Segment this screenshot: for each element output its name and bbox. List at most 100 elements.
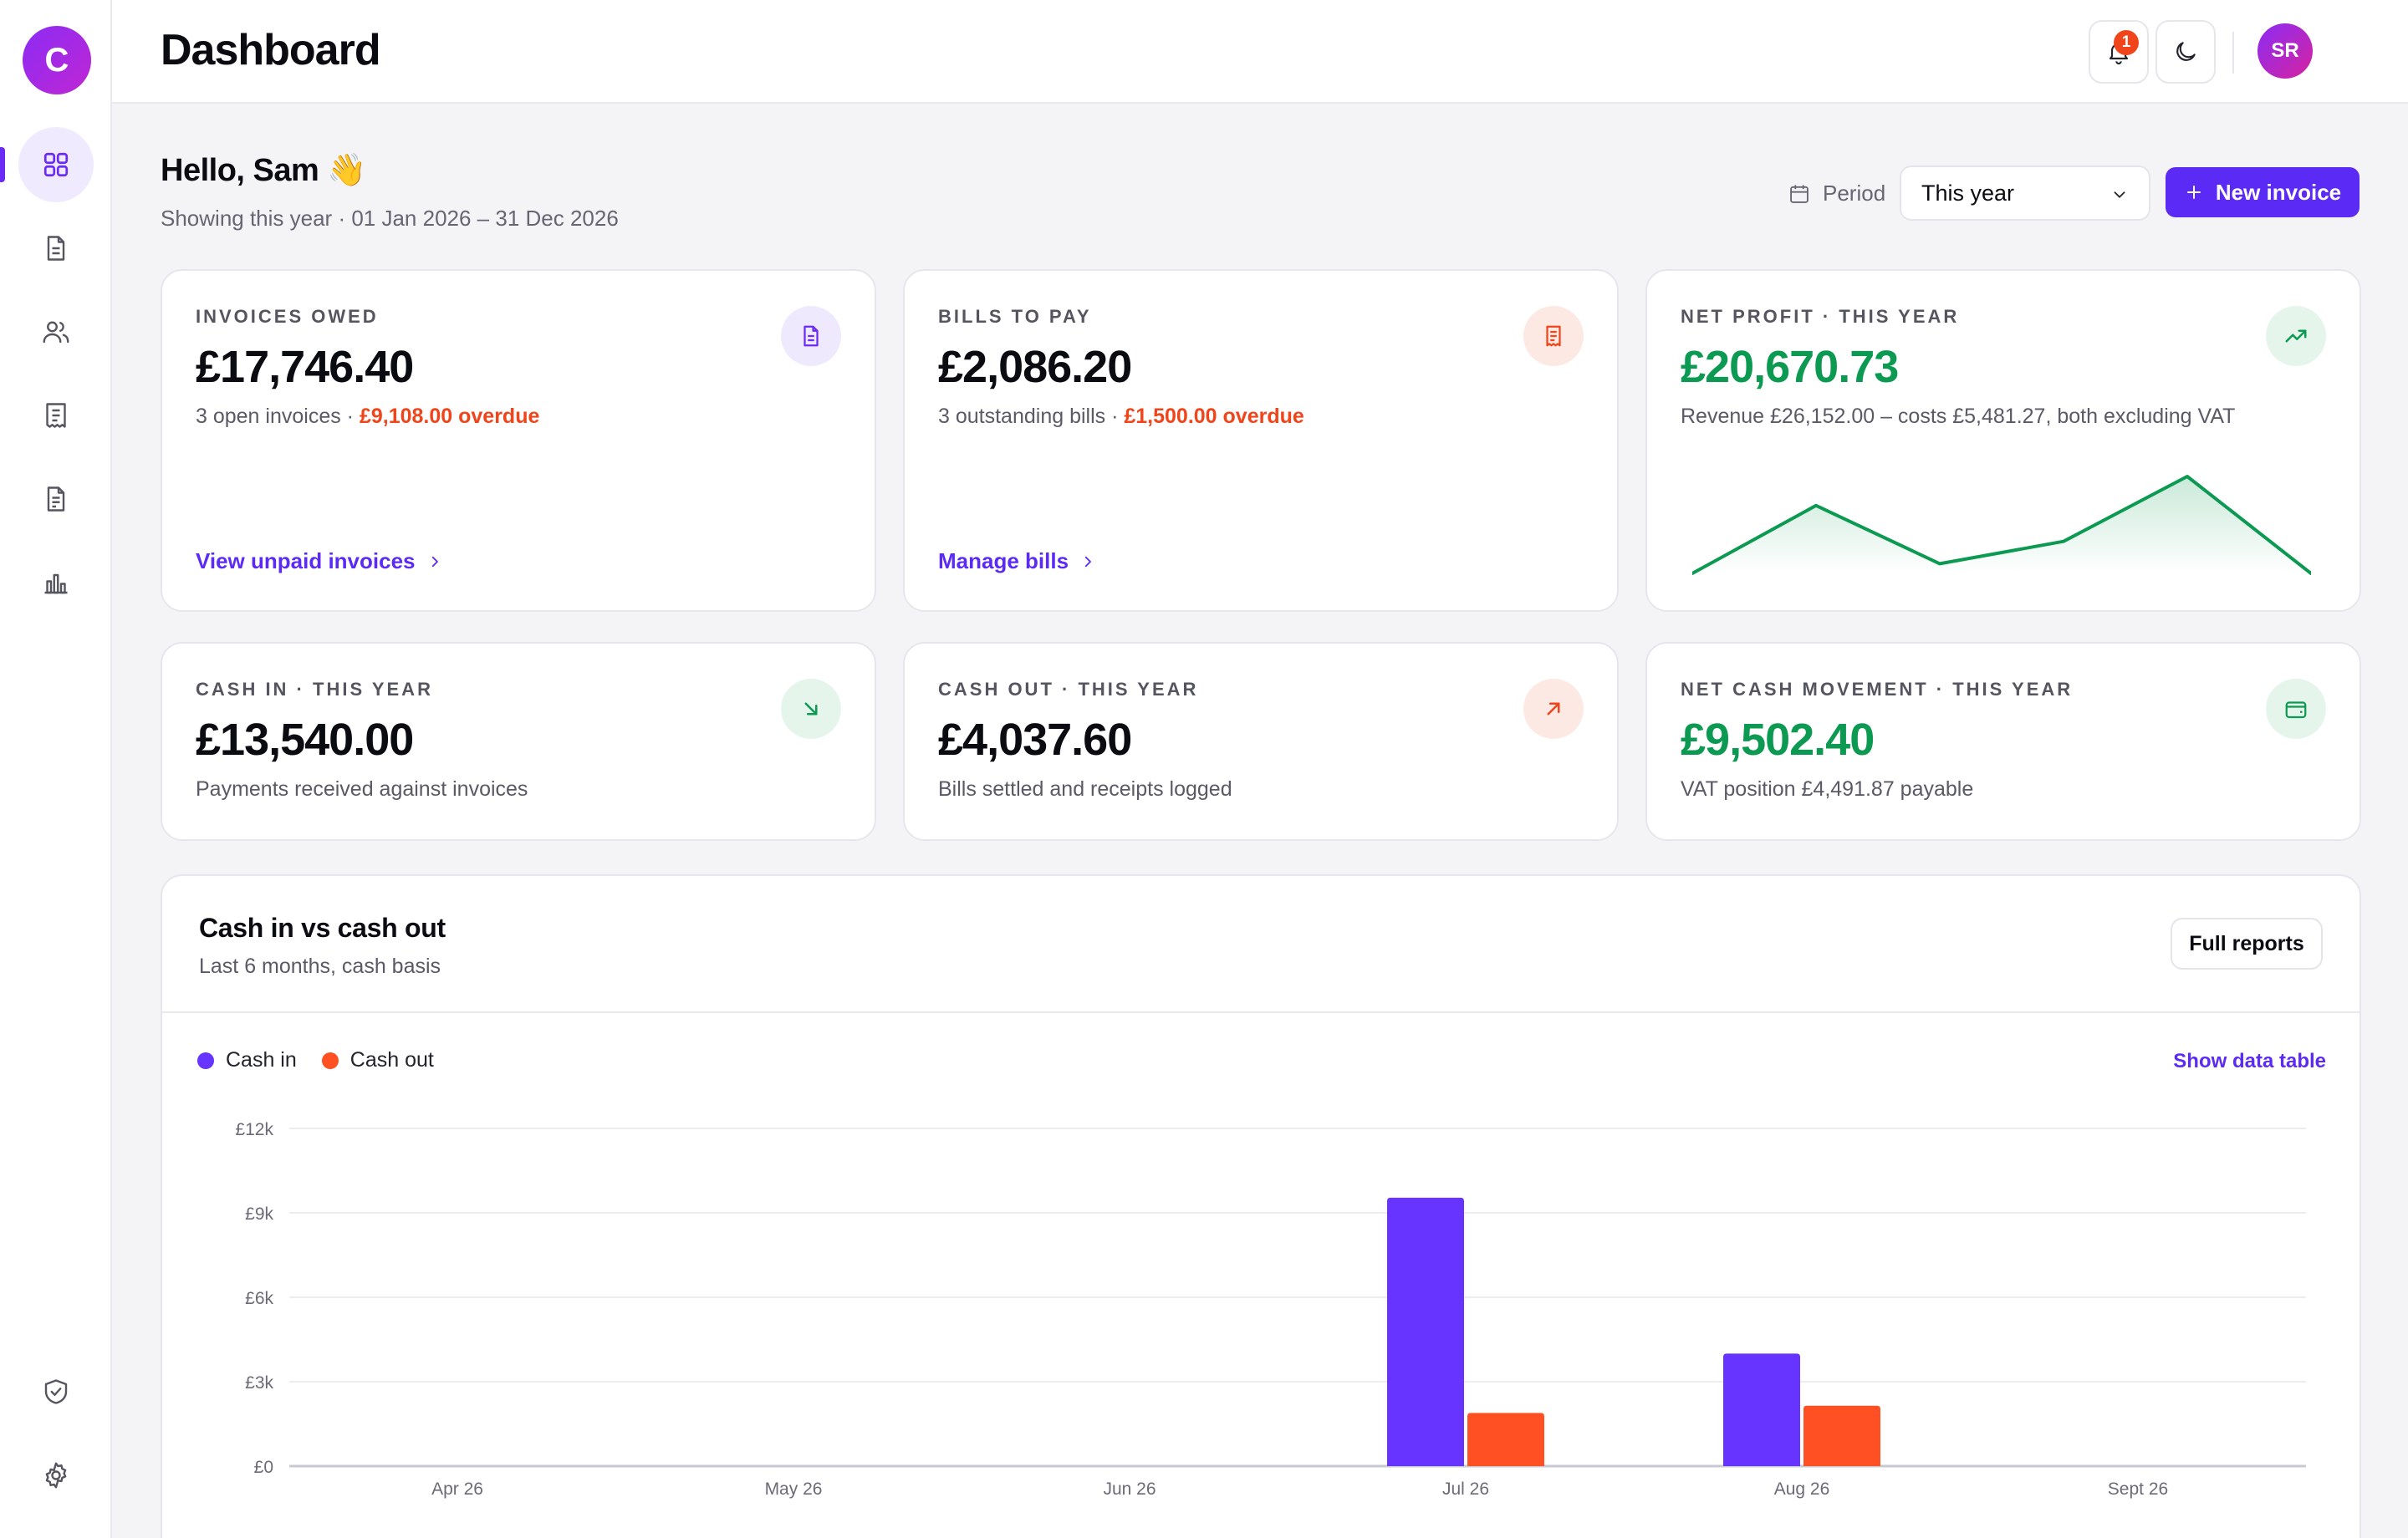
card-value: £13,540.00 bbox=[196, 715, 414, 765]
card-subtext: 3 outstanding bills · £1,500.00 overdue bbox=[938, 405, 1304, 429]
view-unpaid-invoices-link[interactable]: View unpaid invoices bbox=[196, 548, 442, 574]
chevron-right-icon bbox=[431, 556, 438, 567]
legend-label-cash-in: Cash in bbox=[226, 1048, 297, 1072]
bar-chart-icon bbox=[44, 573, 68, 594]
x-tick-label: Jul 26 bbox=[1442, 1479, 1489, 1499]
document-icon bbox=[47, 236, 65, 261]
sidebar-item-bills[interactable] bbox=[18, 378, 94, 453]
overdue-amount: £1,500.00 overdue bbox=[1124, 405, 1304, 428]
card-subtext: Bills settled and receipts logged bbox=[938, 777, 1232, 801]
trending-up-icon bbox=[2285, 329, 2307, 343]
card-subtext: Payments received against invoices bbox=[196, 777, 528, 801]
card-icon-wrap bbox=[781, 679, 841, 739]
card-value: £4,037.60 bbox=[938, 715, 1132, 765]
overdue-amount: £9,108.00 overdue bbox=[359, 405, 540, 428]
new-invoice-label: New invoice bbox=[2215, 179, 2342, 205]
header-divider bbox=[2232, 32, 2234, 74]
card-label: Cash in · This year bbox=[196, 679, 433, 700]
notifications-button[interactable]: 1 bbox=[2089, 20, 2149, 84]
app-logo-letter: C bbox=[44, 41, 69, 79]
card-label: Net cash movement · This year bbox=[1681, 679, 2074, 700]
card-label: Cash out · This year bbox=[938, 679, 1199, 700]
cash-out-card: Cash out · This year £4,037.60 Bills set… bbox=[903, 642, 1619, 841]
card-link-label: Manage bills bbox=[938, 548, 1069, 573]
notification-count-badge: 1 bbox=[2114, 30, 2139, 55]
legend-label-cash-out: Cash out bbox=[349, 1048, 434, 1072]
dark-mode-toggle[interactable] bbox=[2155, 20, 2216, 84]
bar-cash-in[interactable] bbox=[1387, 1197, 1464, 1466]
card-value: £9,502.40 bbox=[1681, 715, 1875, 765]
net-profit-sparkline bbox=[1692, 475, 2311, 575]
card-subtext: Revenue £26,152.00 – costs £5,481.27, bo… bbox=[1681, 405, 2236, 428]
sidebar-item-reports[interactable] bbox=[18, 461, 94, 537]
period-select-value: This year bbox=[1921, 180, 2015, 206]
sidebar: C bbox=[0, 0, 112, 1538]
chart-subtitle: Last 6 months, cash basis bbox=[199, 955, 441, 978]
y-tick-label: £12k bbox=[235, 1120, 273, 1139]
sidebar-item-contacts[interactable] bbox=[18, 294, 94, 369]
sidebar-item-security[interactable] bbox=[18, 1354, 94, 1429]
new-invoice-button[interactable]: New invoice bbox=[2166, 167, 2360, 217]
net-profit-card: Net profit · This year £20,670.73 Revenu… bbox=[1645, 269, 2361, 612]
bar-cash-in[interactable] bbox=[1723, 1353, 1800, 1466]
show-data-table-link[interactable]: Show data table bbox=[2173, 1050, 2326, 1072]
report-icon bbox=[47, 486, 65, 512]
y-tick-label: £0 bbox=[254, 1458, 273, 1477]
card-value: £20,670.73 bbox=[1681, 342, 1899, 392]
chart-title: Cash in vs cash out bbox=[199, 913, 446, 943]
chevron-right-icon bbox=[1084, 556, 1091, 567]
arrow-up-right-icon bbox=[1547, 702, 1560, 716]
user-avatar[interactable]: SR bbox=[2258, 23, 2313, 79]
x-tick-label: Apr 26 bbox=[431, 1479, 483, 1499]
arrow-down-right-icon bbox=[804, 702, 818, 716]
full-reports-button[interactable]: Full reports bbox=[2171, 918, 2323, 970]
receipt-icon bbox=[1546, 325, 1561, 347]
bar-cash-out[interactable] bbox=[1803, 1405, 1880, 1466]
card-label: Bills to pay bbox=[938, 306, 1092, 327]
active-nav-indicator bbox=[0, 147, 5, 182]
sidebar-item-dashboard[interactable] bbox=[18, 127, 94, 202]
gear-icon bbox=[45, 1462, 67, 1489]
app-logo[interactable]: C bbox=[23, 26, 91, 94]
period-select[interactable]: This year bbox=[1900, 166, 2150, 221]
chart-legend: Cash in Cash out bbox=[197, 1048, 434, 1072]
chart-header-divider bbox=[162, 1011, 2360, 1013]
card-subtext: VAT position £4,491.87 payable bbox=[1681, 777, 1974, 801]
y-tick-label: £9k bbox=[245, 1204, 273, 1224]
sidebar-item-analytics[interactable] bbox=[18, 545, 94, 620]
card-value: £17,746.40 bbox=[196, 342, 414, 392]
manage-bills-link[interactable]: Manage bills bbox=[938, 548, 1095, 574]
cash-in-card: Cash in · This year £13,540.00 Payments … bbox=[161, 642, 876, 841]
period-label: Period bbox=[1788, 181, 1885, 206]
sidebar-item-settings[interactable] bbox=[18, 1438, 94, 1513]
x-tick-label: May 26 bbox=[765, 1479, 823, 1499]
sparkline-area bbox=[1692, 476, 2311, 573]
sidebar-item-invoices[interactable] bbox=[18, 211, 94, 286]
legend-dot-cash-out bbox=[321, 1052, 339, 1069]
cash-chart-card: Cash in vs cash out Last 6 months, cash … bbox=[161, 874, 2361, 1538]
bills-to-pay-card: Bills to pay £2,086.20 3 outstanding bil… bbox=[903, 269, 1619, 612]
receipt-icon bbox=[46, 403, 66, 428]
x-tick-label: Sept 26 bbox=[2108, 1479, 2168, 1499]
grid-icon bbox=[43, 152, 69, 177]
card-link-label: View unpaid invoices bbox=[196, 548, 416, 573]
card-icon-wrap bbox=[1523, 679, 1584, 739]
card-label: Invoices owed bbox=[196, 306, 379, 327]
card-subtext-main: 3 outstanding bills · bbox=[938, 405, 1125, 428]
card-icon-wrap bbox=[1523, 306, 1584, 366]
document-icon bbox=[804, 325, 819, 347]
legend-item-cash-in: Cash in bbox=[197, 1048, 297, 1072]
sparkline-line bbox=[1692, 475, 2311, 575]
legend-dot-cash-in bbox=[197, 1052, 214, 1069]
chevron-down-icon bbox=[2114, 191, 2125, 198]
moon-icon bbox=[2176, 42, 2196, 61]
x-tick-label: Aug 26 bbox=[1774, 1479, 1830, 1499]
bar-cash-out[interactable] bbox=[1467, 1413, 1544, 1466]
page-title: Dashboard bbox=[161, 26, 381, 74]
user-initials: SR bbox=[2271, 39, 2299, 62]
card-icon-wrap bbox=[2266, 306, 2326, 366]
period-label-text: Period bbox=[1823, 181, 1886, 206]
wallet-icon bbox=[2285, 701, 2307, 719]
y-tick-label: £3k bbox=[245, 1373, 273, 1393]
calendar-icon bbox=[1790, 185, 1809, 203]
